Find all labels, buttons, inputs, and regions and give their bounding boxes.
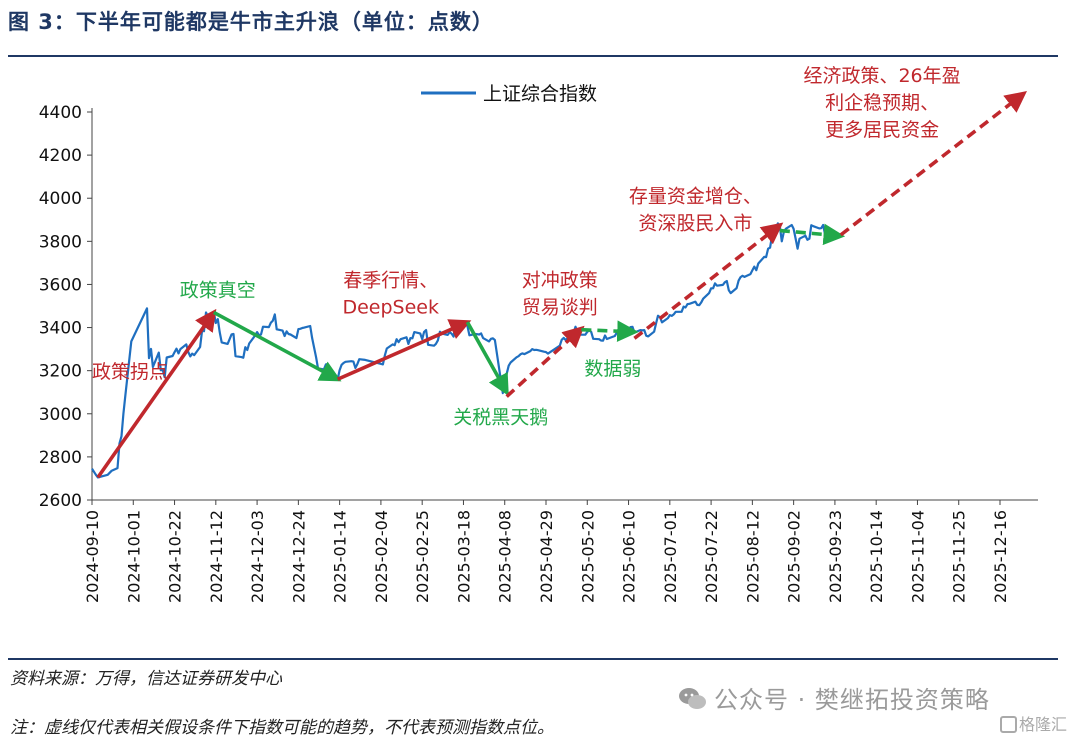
annotation-label: 关税黑天鹅 (453, 406, 548, 428)
y-tick-label: 3400 (39, 319, 82, 339)
annotation-label: 春季行情、 (343, 270, 438, 292)
y-tick-label: 3800 (39, 232, 82, 252)
annotation-label: 政策拐点 (92, 361, 168, 383)
projection-arrow-dashed (633, 222, 784, 340)
x-tick-label: 2025-11-25 (950, 510, 969, 603)
x-tick-label: 2025-05-20 (578, 510, 597, 603)
x-tick-label: 2025-11-04 (908, 510, 927, 603)
watermark-text: 公众号 · 樊继拓投资策略 (714, 686, 990, 714)
trend-arrow (336, 319, 472, 381)
annotation-label: 对冲政策 (522, 270, 598, 292)
x-tick-label: 2024-12-24 (289, 510, 308, 603)
x-tick-label: 2025-02-25 (413, 510, 432, 603)
x-tick-label: 2025-08-12 (743, 510, 762, 603)
figure-title: 图 3：下半年可能都是牛市主升浪（单位：点数） (8, 10, 494, 34)
x-tick-label: 2025-09-23 (826, 510, 845, 603)
disclaimer-note: 注：虚线仅代表相关假设条件下指数可能的趋势，不代表预测指数点位。 (10, 718, 554, 738)
annotation-label: 资深股民入市 (638, 213, 752, 235)
x-tick-label: 2025-09-02 (785, 510, 804, 603)
projection-arrow-dashed (581, 320, 639, 342)
x-tick-label: 2025-03-18 (454, 510, 473, 603)
logo-icon (1000, 716, 1017, 733)
projections-group (96, 91, 1028, 479)
legend: 上证综合指数 (421, 83, 597, 105)
y-tick-label: 3600 (39, 275, 82, 295)
x-tick-label: 2025-06-10 (620, 510, 639, 603)
trend-arrow (465, 321, 509, 396)
series-group (91, 222, 828, 479)
annotation-label: 数据弱 (584, 358, 641, 380)
x-tick-label: 2024-10-22 (166, 510, 185, 603)
x-tick-label: 2025-02-04 (372, 510, 391, 603)
y-tick-label: 4000 (39, 189, 82, 209)
series-line-shanghai-composite (91, 222, 828, 479)
y-tick-label: 4200 (39, 146, 82, 166)
watermark: 公众号 · 樊继拓投资策略 (678, 680, 990, 715)
x-tick-label: 2025-07-01 (661, 510, 680, 603)
y-tick-label: 3200 (39, 362, 82, 382)
projection-arrow-dashed (839, 91, 1028, 237)
annotation-label: 经济政策、26年盈 (803, 65, 960, 87)
annotation-label: 更多居民资金 (825, 119, 939, 141)
x-tick-label: 2024-11-12 (207, 510, 226, 603)
x-tick-label: 2025-07-22 (702, 510, 721, 603)
x-tick-label: 2025-04-29 (537, 510, 556, 603)
corner-logo: 格隆汇 (1000, 711, 1067, 735)
legend-label: 上证综合指数 (483, 83, 597, 105)
y-tick-label: 2600 (39, 491, 82, 511)
corner-logo-text: 格隆汇 (1019, 715, 1068, 734)
y-tick-label: 2800 (39, 448, 82, 468)
x-tick-label: 2025-10-14 (867, 510, 886, 603)
title-rule (8, 55, 1058, 57)
trend-arrow (212, 310, 342, 382)
projection-arrow-dashed (779, 223, 846, 246)
trend-arrow (96, 308, 217, 479)
source-note: 资料来源：万得，信达证券研发中心 (10, 669, 282, 689)
x-tick-label: 2025-04-08 (496, 510, 515, 603)
chart: 2600 2800 3000 3200 3400 3600 3800 4000 4200 4400… (39, 65, 1038, 603)
axes: 2600 2800 3000 3200 3400 3600 3800 4000 4200 4400… (39, 103, 1038, 603)
x-tick-label: 2025-12-16 (991, 510, 1010, 603)
x-tick-label: 2025-01-14 (331, 510, 350, 603)
annotation-label: 贸易谈判 (522, 297, 598, 319)
x-tick-label: 2024-09-10 (83, 510, 102, 603)
footer-rule (8, 658, 1058, 660)
annotation-label: 存量资金增仓、 (629, 186, 762, 208)
x-tick-label: 2024-10-01 (124, 510, 143, 603)
annotation-label: 利企稳预期、 (825, 92, 939, 114)
y-tick-label: 4400 (39, 103, 82, 123)
projection-arrow-dashed (505, 325, 585, 398)
y-tick-label: 3000 (39, 405, 82, 425)
annotation-label: 政策真空 (180, 279, 256, 301)
annotation-label: DeepSeek (342, 297, 439, 319)
wechat-icon (679, 688, 706, 709)
x-tick-label: 2024-12-03 (248, 510, 267, 603)
